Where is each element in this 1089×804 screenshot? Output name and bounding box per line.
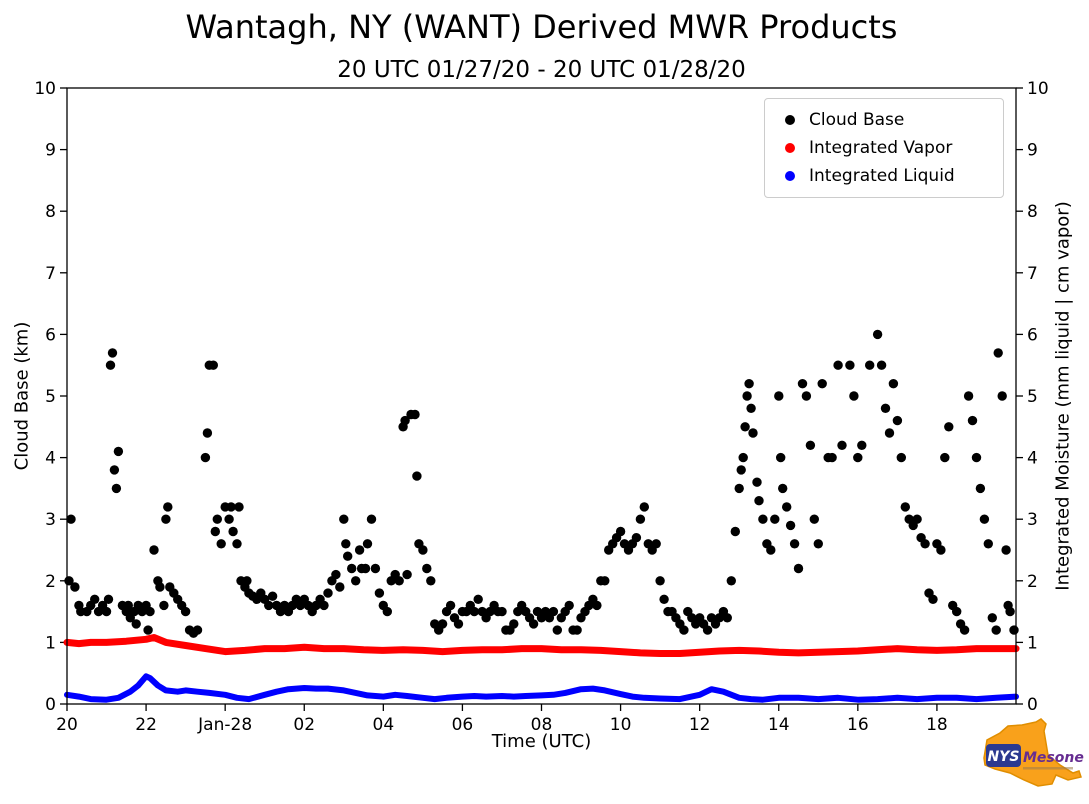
x-tick-label: 16 [847, 715, 869, 735]
y-tick-label-left: 3 [45, 510, 56, 530]
legend-item-cloud-base: Cloud Base [775, 110, 993, 130]
y-tick-label-right: 4 [1027, 449, 1038, 469]
x-tick-label: 08 [531, 715, 553, 735]
legend-label: Integrated Liquid [809, 166, 955, 186]
y-axis-label-right: Integrated Moisture (mm liquid | cm vapo… [1052, 201, 1074, 591]
y-tick-label-left: 1 [45, 633, 56, 653]
y-axis-label-left: Cloud Base (km) [11, 321, 33, 471]
legend-label: Cloud Base [809, 110, 905, 130]
y-tick-label-left: 4 [45, 449, 56, 469]
legend: Cloud Base Integrated Vapor Integrated Liq… [764, 98, 1004, 198]
y-tick-label-right: 1 [1027, 633, 1038, 653]
series-cloud-base [64, 329, 1019, 638]
legend-item-integrated-vapor: Integrated Vapor [775, 138, 993, 158]
logo-nys-text: NYS [988, 749, 1020, 765]
x-tick-label: 02 [293, 715, 315, 735]
y-tick-label-right: 7 [1027, 264, 1038, 284]
y-tick-label-left: 10 [34, 79, 56, 99]
y-tick-label-left: 7 [45, 264, 56, 284]
x-tick-label: Jan-28 [197, 715, 252, 735]
x-tick-label: 06 [452, 715, 474, 735]
y-tick-label-left: 6 [45, 325, 56, 345]
y-tick-label-left: 5 [45, 387, 56, 407]
y-tick-label-right: 0 [1027, 695, 1038, 715]
y-tick-label-right: 6 [1027, 325, 1038, 345]
chart-subtitle: 20 UTC 01/27/20 - 20 UTC 01/28/20 [337, 57, 746, 83]
x-tick-label: 12 [689, 715, 711, 735]
x-tick-label: 04 [373, 715, 395, 735]
y-tick-label-right: 10 [1027, 79, 1049, 99]
y-tick-label-right: 9 [1027, 141, 1038, 161]
legend-marker-icon [785, 143, 795, 153]
series-integrated-vapor [63, 634, 1020, 657]
chart-title: Wantagh, NY (WANT) Derived MWR Products [185, 8, 898, 46]
legend-label: Integrated Vapor [809, 138, 953, 158]
y-tick-label-left: 8 [45, 202, 56, 222]
y-tick-label-right: 8 [1027, 202, 1038, 222]
legend-item-integrated-liquid: Integrated Liquid [775, 166, 993, 186]
logo-subtext-strip [1023, 767, 1073, 770]
x-tick-label: 20 [56, 715, 78, 735]
y-tick-label-right: 3 [1027, 510, 1038, 530]
y-tick-label-left: 9 [45, 141, 56, 161]
x-tick-label: 14 [768, 715, 790, 735]
x-axis-label: Time (UTC) [491, 731, 592, 752]
y-tick-label-left: 0 [45, 695, 56, 715]
legend-marker-icon [785, 171, 795, 181]
x-tick-label: 18 [926, 715, 948, 735]
y-tick-label-right: 2 [1027, 572, 1038, 592]
logo-mesonet-text: Mesonet [1023, 750, 1084, 766]
series-integrated-liquid [64, 673, 1019, 703]
legend-marker-icon [785, 115, 795, 125]
y-tick-label-right: 5 [1027, 387, 1038, 407]
x-tick-label: 22 [135, 715, 157, 735]
nys-mesonet-logo: NYS Mesonet [983, 718, 1084, 787]
x-tick-label: 10 [610, 715, 632, 735]
plot-border [66, 87, 1017, 705]
nys-badge [986, 744, 1021, 767]
y-tick-label-left: 2 [45, 572, 56, 592]
